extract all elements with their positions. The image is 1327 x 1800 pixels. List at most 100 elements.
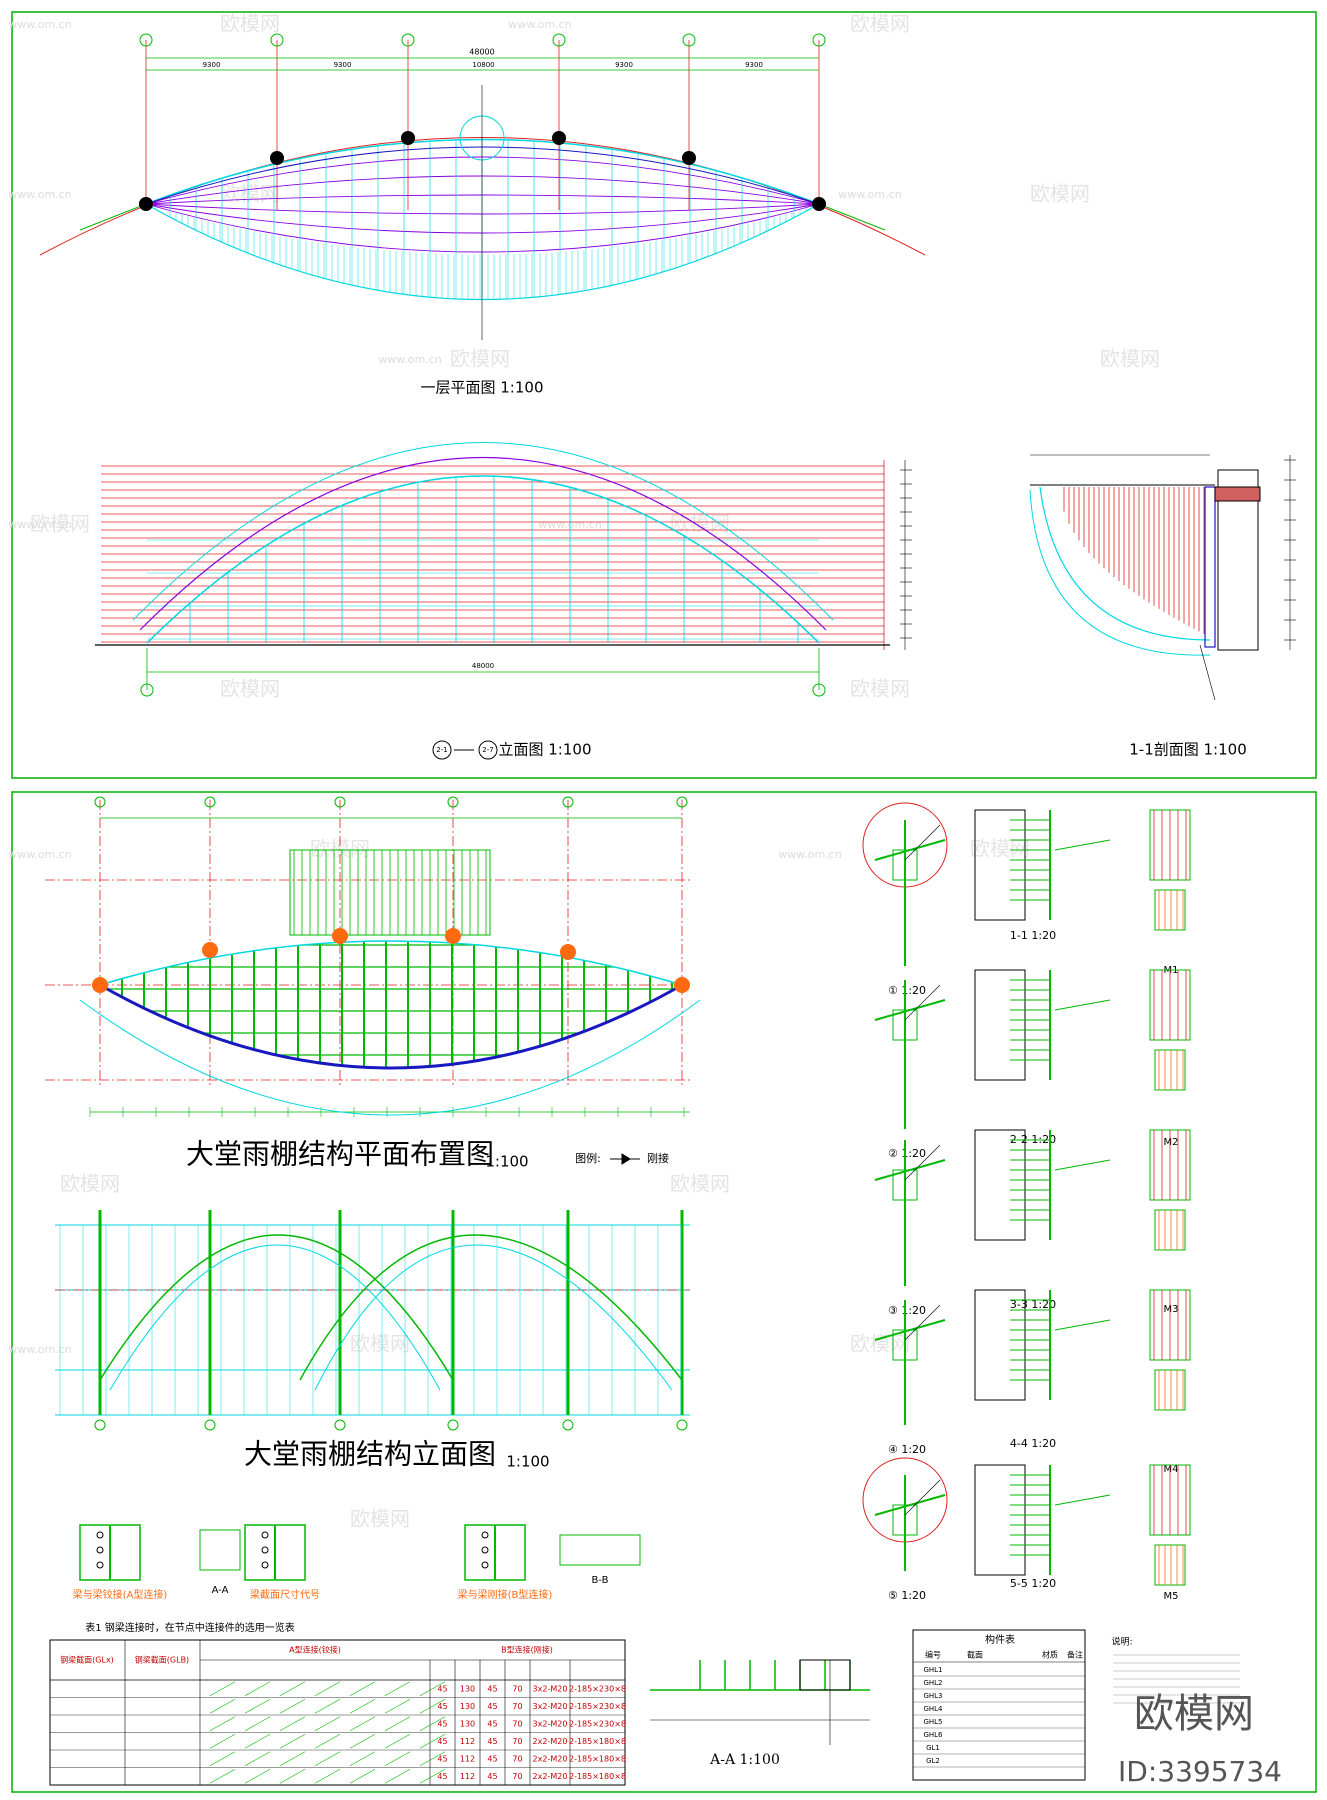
table-cell: 112 xyxy=(460,1754,475,1763)
table-cell: GHL6 xyxy=(923,1731,943,1739)
empty-mark xyxy=(314,1768,341,1784)
watermark: 欧模网 xyxy=(850,1332,910,1356)
section-outline xyxy=(974,809,1026,921)
watermark: 欧模网 xyxy=(850,12,910,36)
column xyxy=(1204,486,1216,648)
empty-mark xyxy=(209,1698,236,1714)
axis-bubble xyxy=(552,33,566,47)
detail-label: ⑤ 1:20 xyxy=(888,1589,926,1602)
plate-label: M5 xyxy=(1164,1591,1179,1602)
bolt-line xyxy=(1054,999,1111,1011)
watermark: 欧模网 xyxy=(220,182,280,206)
empty-mark xyxy=(384,1751,411,1767)
table-cell: GHL3 xyxy=(923,1692,942,1700)
watermark: 欧模网 xyxy=(670,1172,730,1196)
axis-bubble xyxy=(270,33,284,47)
table-cell: 2-185×180×8 xyxy=(569,1737,626,1746)
column-node xyxy=(139,197,153,211)
table-cell: 45 xyxy=(487,1684,497,1693)
table-cell: 45 xyxy=(437,1684,447,1693)
rigid-joint xyxy=(202,942,218,958)
table-cell: 2-185×180×8 xyxy=(569,1754,626,1763)
empty-mark xyxy=(244,1733,271,1749)
arch xyxy=(99,1234,454,1381)
detail-label: ③ 1:20 xyxy=(888,1304,926,1317)
table-header: 备注 xyxy=(1067,1650,1083,1660)
empty-mark xyxy=(349,1681,376,1697)
empty-mark xyxy=(279,1698,306,1714)
bolt xyxy=(96,1561,104,1569)
leader xyxy=(904,1304,941,1341)
legend-symbol xyxy=(610,1153,640,1165)
watermark: www.om.cn xyxy=(8,1343,71,1356)
empty-mark xyxy=(314,1751,341,1767)
empty-mark xyxy=(244,1681,271,1697)
axis-bubble xyxy=(401,33,415,47)
table-header: 材质 xyxy=(1042,1650,1058,1660)
empty-mark xyxy=(384,1733,411,1749)
axis-bubble xyxy=(140,683,154,697)
arch xyxy=(139,456,827,631)
beam xyxy=(1214,486,1261,502)
dimension: 48000 xyxy=(472,662,494,670)
empty-mark xyxy=(209,1751,236,1767)
dimension: 9300 xyxy=(615,61,633,69)
detail-caption: B-B xyxy=(592,1575,609,1586)
arch xyxy=(146,475,820,644)
empty-mark xyxy=(349,1751,376,1767)
plate-label: M3 xyxy=(1164,1304,1179,1315)
section-label: 5-5 1:20 xyxy=(1010,1577,1056,1590)
scale: 1:100 xyxy=(506,1453,549,1471)
empty-mark xyxy=(349,1716,376,1732)
table-cell: 130 xyxy=(460,1684,475,1693)
axis-bubble xyxy=(432,740,452,760)
watermark: 欧模网 xyxy=(220,12,280,36)
outline xyxy=(1039,486,1211,641)
bolt xyxy=(96,1546,104,1554)
empty-mark xyxy=(279,1681,306,1697)
axis-bubble xyxy=(334,796,346,808)
section-outline xyxy=(974,1129,1026,1241)
table-cell: 45 xyxy=(487,1737,497,1746)
table-header: A型连接(铰接) xyxy=(289,1645,341,1655)
table-cell: 70 xyxy=(512,1772,522,1781)
empty-mark xyxy=(349,1698,376,1714)
wall xyxy=(1217,469,1259,651)
table-cell: 2x2-M20 xyxy=(533,1772,568,1781)
detail-caption: 梁与梁铰接(A型连接) xyxy=(73,1588,168,1601)
watermark: 欧模网 xyxy=(670,512,730,536)
empty-mark xyxy=(244,1768,271,1784)
bolt xyxy=(481,1546,489,1554)
bolt xyxy=(261,1546,269,1554)
empty-mark xyxy=(419,1768,446,1784)
table-cell: GHL4 xyxy=(923,1705,943,1713)
watermark: www.om.cn xyxy=(778,848,841,861)
plate-side xyxy=(1154,889,1186,931)
plate-label: M4 xyxy=(1164,1464,1179,1475)
watermark: 欧模网 xyxy=(350,1507,410,1531)
rigid-joint xyxy=(674,977,690,993)
view-title: 大堂雨棚结构立面图 xyxy=(244,1438,496,1471)
rigid-joint xyxy=(560,944,576,960)
table-cell: 70 xyxy=(512,1684,522,1693)
panel-frame xyxy=(11,791,1317,1793)
empty-mark xyxy=(419,1716,446,1732)
axis-label: 2-7 xyxy=(482,746,493,754)
detail-caption: 梁与梁刚接(B型连接) xyxy=(458,1588,553,1601)
empty-mark xyxy=(349,1733,376,1749)
notes-title: 说明: xyxy=(1111,1636,1132,1648)
section-outline xyxy=(974,1464,1026,1576)
column-node xyxy=(401,131,415,145)
view-title: 立面图 1:100 xyxy=(499,741,592,759)
edge-beam xyxy=(99,983,683,1070)
table-cell: 112 xyxy=(460,1772,475,1781)
empty-mark xyxy=(419,1751,446,1767)
bb-outline xyxy=(559,1534,641,1566)
table-cell: 70 xyxy=(512,1754,522,1763)
watermark: 欧模网 xyxy=(850,677,910,701)
plate xyxy=(892,1329,918,1361)
empty-mark xyxy=(314,1716,341,1732)
bolt-line xyxy=(1054,1159,1111,1171)
axis-bubble xyxy=(478,740,498,760)
